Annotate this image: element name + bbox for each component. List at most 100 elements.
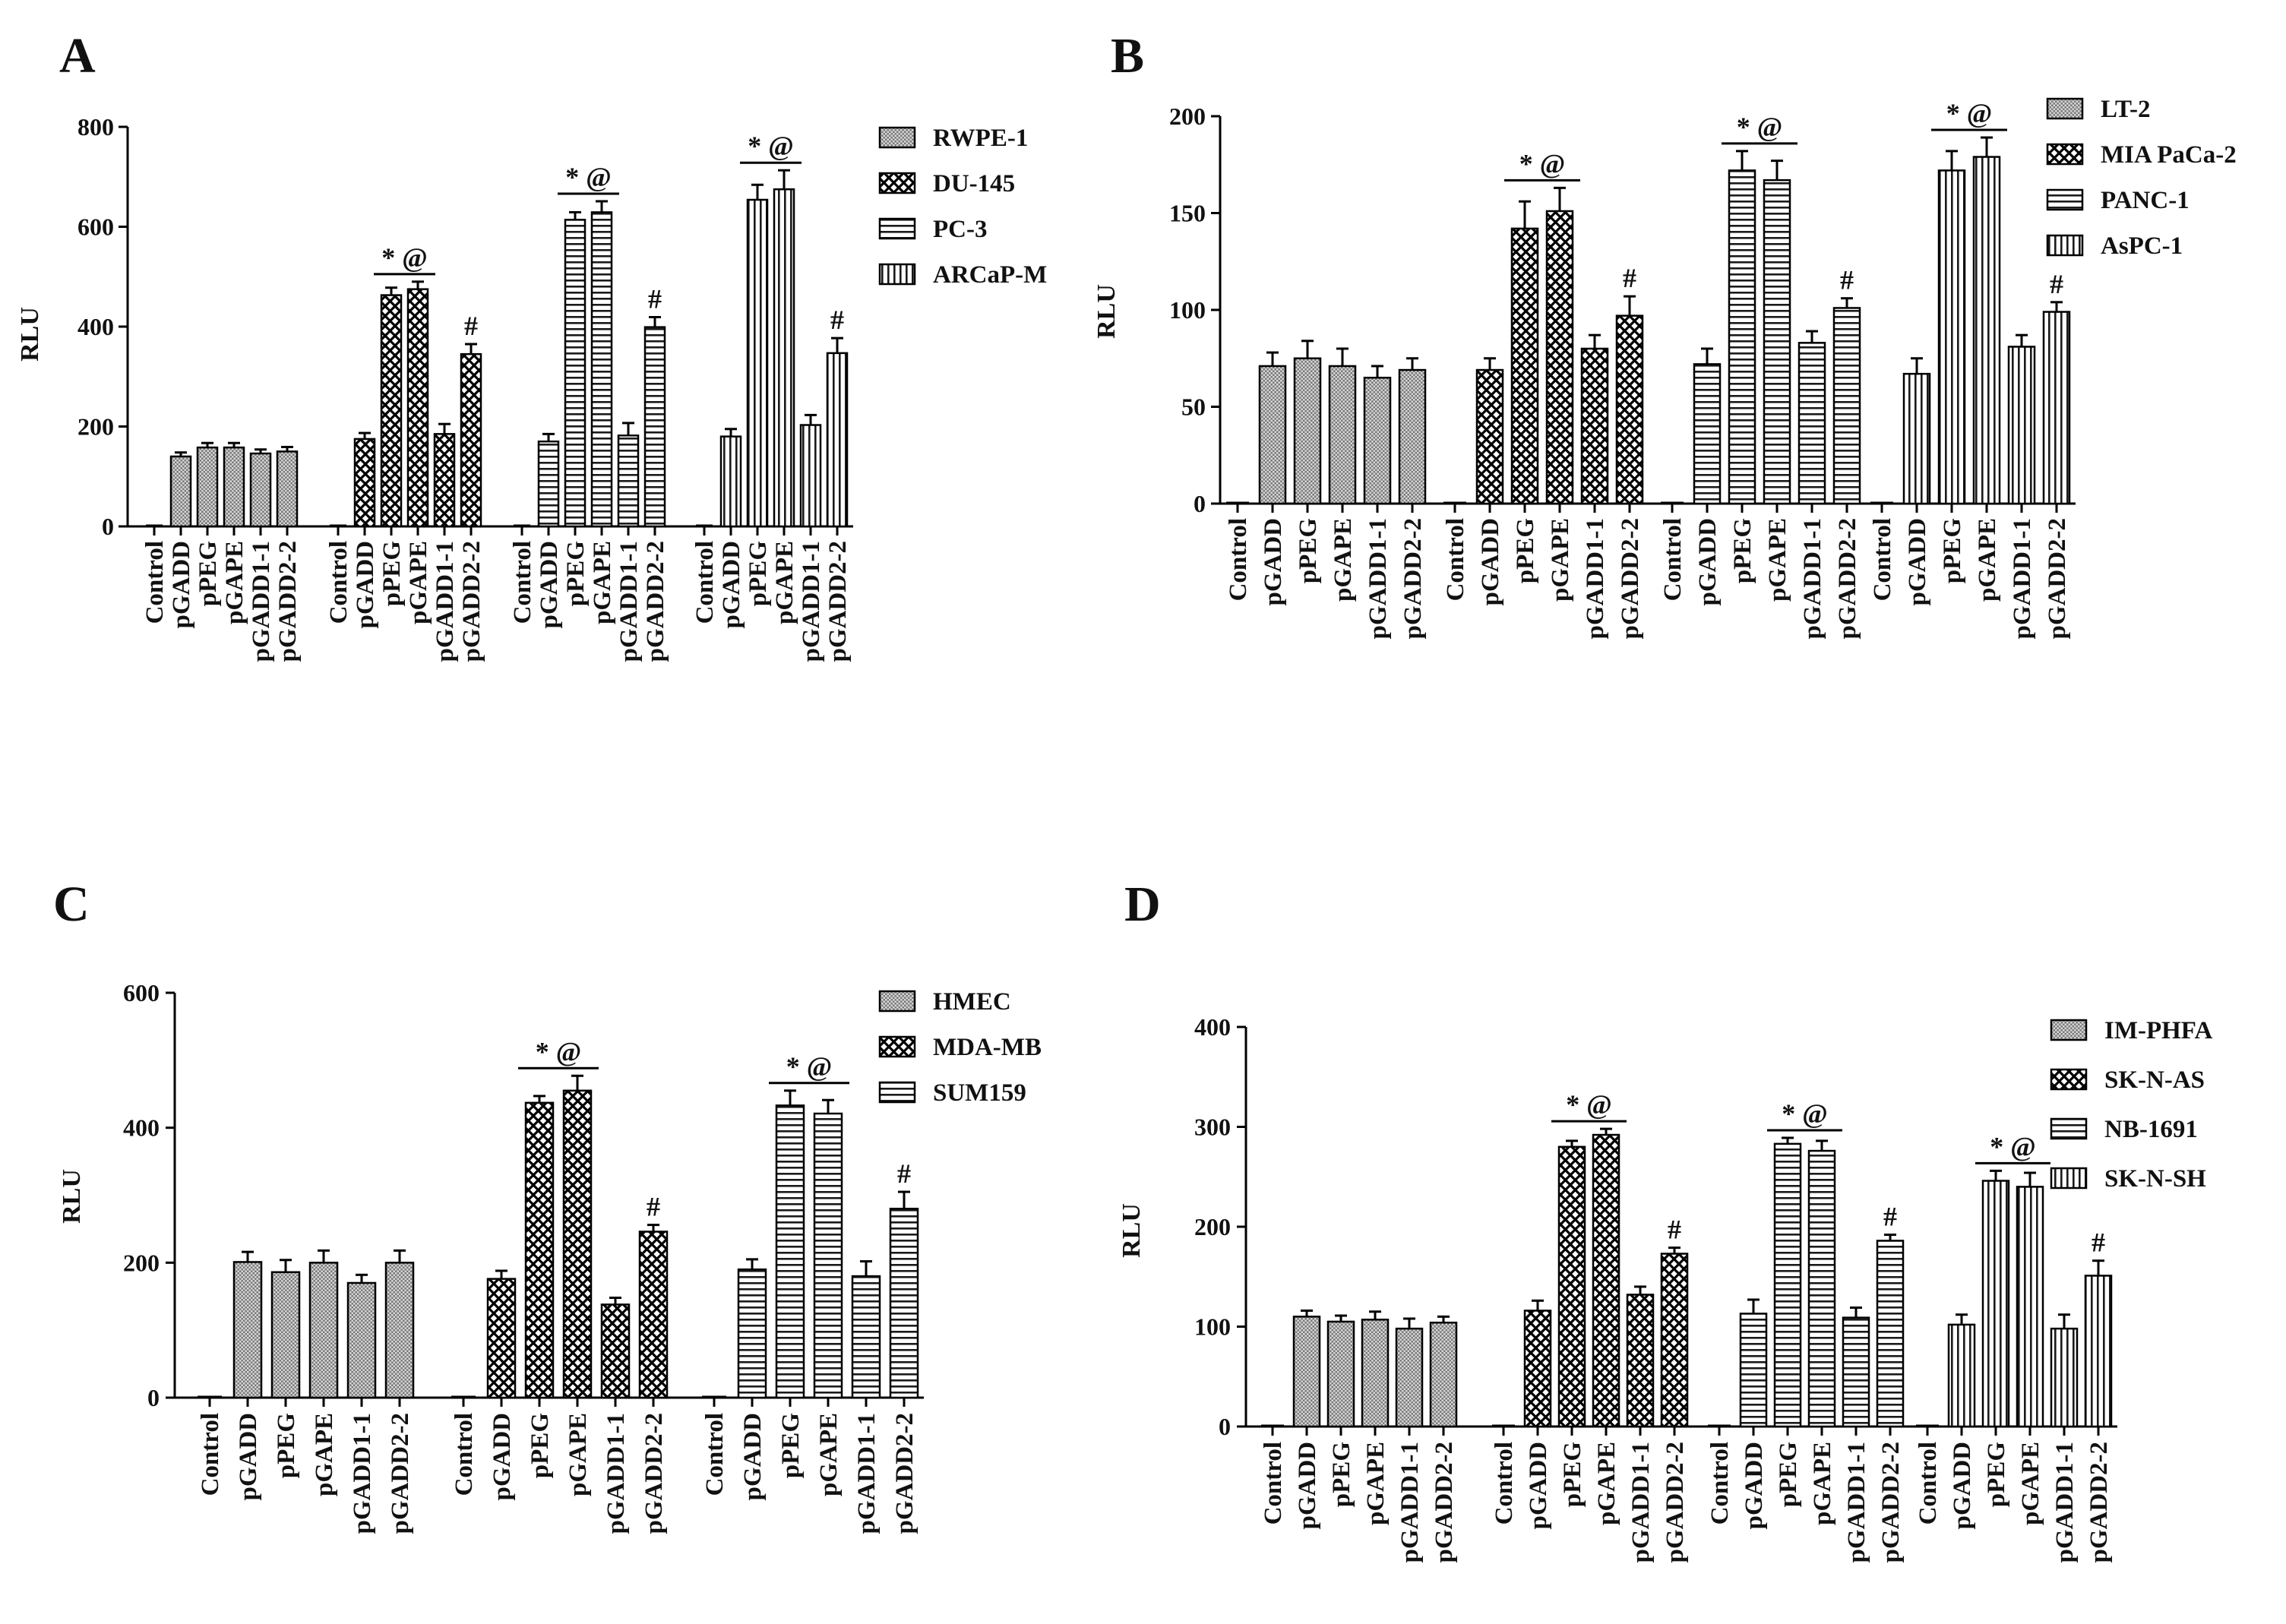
legend-label: AsPC-1 (2101, 232, 2183, 260)
y-tick-label: 800 (77, 113, 114, 141)
x-tick-label: pGADD1-1 (1582, 518, 1609, 640)
bar (1842, 1316, 1870, 1428)
bar (2007, 346, 2036, 505)
bar (826, 352, 849, 528)
hash-label: # (1668, 1215, 1681, 1245)
x-tick-label: pGADD2-2 (1617, 518, 1644, 640)
x-tick-label: pPEG (1729, 518, 1756, 583)
x-tick-label: pGADD1-1 (1843, 1442, 1870, 1563)
legend-label: MIA PaCa-2 (2101, 141, 2237, 169)
significance-label: * @ (536, 1036, 582, 1066)
bar (562, 1089, 593, 1399)
hash-label: # (1623, 263, 1636, 293)
y-tick-label: 100 (1194, 1313, 1231, 1341)
hash-label: # (647, 1192, 660, 1222)
significance-label: * @ (1782, 1098, 1828, 1129)
bar (460, 352, 482, 528)
legend-label: DU-145 (933, 170, 1015, 197)
legend-swatch (2046, 188, 2084, 211)
x-tick-label: pPEG (1939, 518, 1966, 583)
x-tick-label: pGADD (1694, 518, 1722, 606)
significance-label: * @ (786, 1051, 833, 1082)
bar (1328, 365, 1357, 505)
x-tick-label: Control (1706, 1442, 1734, 1524)
bar (1902, 372, 1931, 505)
bar (1763, 179, 1791, 505)
y-tick-label: 0 (147, 1384, 160, 1411)
bar (486, 1278, 517, 1399)
series-SK-N-SH: Control pGADD pPEG pGAPE pGADD1-1 pGADD2-2 * @… (1914, 1131, 2113, 1562)
x-tick-label: pPEG (1328, 1442, 1355, 1507)
x-tick-label: pGADD2-2 (2044, 518, 2071, 640)
x-tick-label: Control (1260, 1442, 1287, 1524)
x-tick-label: pGADD2-2 (642, 541, 669, 662)
y-tick-label: 200 (123, 1249, 160, 1276)
x-tick-label: pPEG (194, 541, 222, 606)
significance-label: * @ (748, 131, 794, 161)
x-tick-label: pGADD2-2 (1431, 1442, 1458, 1563)
bar (1615, 314, 1644, 505)
y-tick-label: 200 (1194, 1213, 1231, 1240)
x-tick-label: pGAPE (771, 541, 798, 624)
y-tick-label: 400 (77, 313, 114, 340)
bar (1580, 347, 1609, 505)
bar (1292, 1316, 1321, 1428)
x-tick-label: pGADD1-1 (1364, 518, 1392, 640)
x-tick-label: Control (1659, 518, 1687, 601)
x-tick-label: Control (1869, 518, 1896, 601)
x-tick-label: pGADD (352, 541, 379, 629)
y-tick-label: 600 (77, 213, 114, 241)
bar (2042, 311, 2071, 505)
x-tick-label: pGADD (536, 541, 563, 629)
x-tick-label: pGAPE (815, 1413, 843, 1496)
series-MDA-MB: Control pGADD pPEG pGAPE pGADD1-1 pGADD2-2 * @… (451, 1036, 669, 1534)
x-tick-label: pGAPE (564, 1413, 592, 1496)
bar (276, 450, 299, 528)
x-tick-label: pGADD2-2 (1662, 1442, 1689, 1563)
x-tick-label: pGADD1-1 (2009, 518, 2036, 640)
legend-label: PANC-1 (2101, 187, 2190, 214)
legend-swatch (2046, 234, 2084, 257)
legend-swatch (2050, 1068, 2088, 1091)
x-tick-label: Control (1225, 518, 1252, 601)
bar (799, 424, 822, 528)
bar (1510, 227, 1539, 505)
series-MIA PaCa-2: Control pGADD pPEG pGAPE pGADD1-1 pGADD2-2 * @… (1442, 148, 1644, 639)
x-tick-label: pGAPE (311, 1413, 338, 1496)
y-tick-label: 200 (1169, 103, 1206, 130)
legend-swatch (2050, 1117, 2088, 1140)
x-tick-label: pGADD (718, 541, 745, 629)
bar (617, 434, 640, 528)
y-tick-label: 0 (1194, 490, 1206, 517)
y-tick-label: 150 (1169, 200, 1206, 227)
bar (308, 1262, 339, 1399)
hash-label: # (1840, 265, 1854, 295)
legend-label: PC-3 (933, 216, 987, 243)
hash-label: # (2092, 1227, 2105, 1258)
legend-swatch (878, 1035, 916, 1058)
bar (169, 455, 192, 528)
bar (1398, 368, 1427, 505)
bar (889, 1208, 919, 1399)
legend: HMEC MDA-MB SUM159 (878, 988, 1042, 1107)
bar (1937, 169, 1966, 505)
x-tick-label: pGADD (1294, 1442, 1321, 1530)
x-tick-label: Control (1491, 1442, 1518, 1524)
y-tick-label: 300 (1194, 1114, 1231, 1141)
series-IM-PHFA: Control pGADD pPEG pGAPE pGADD1-1 pGADD2-2 (1260, 1309, 1458, 1563)
x-tick-label: pGAPE (1593, 1442, 1620, 1525)
bar (1693, 363, 1722, 505)
x-tick-label: pGADD2-2 (458, 541, 485, 662)
bar (1363, 377, 1392, 505)
significance-label: * @ (1737, 112, 1783, 142)
legend-label: HMEC (933, 988, 1011, 1016)
panel-letter: D (1124, 877, 1161, 932)
bar (1773, 1142, 1802, 1428)
bar (384, 1262, 415, 1399)
x-tick-label: pPEG (1295, 518, 1322, 583)
series-SK-N-AS: Control pGADD pPEG pGAPE pGADD1-1 pGADD2-2 * @… (1491, 1089, 1689, 1562)
bar (1293, 357, 1322, 505)
bar (775, 1104, 805, 1399)
bar (1475, 368, 1504, 505)
